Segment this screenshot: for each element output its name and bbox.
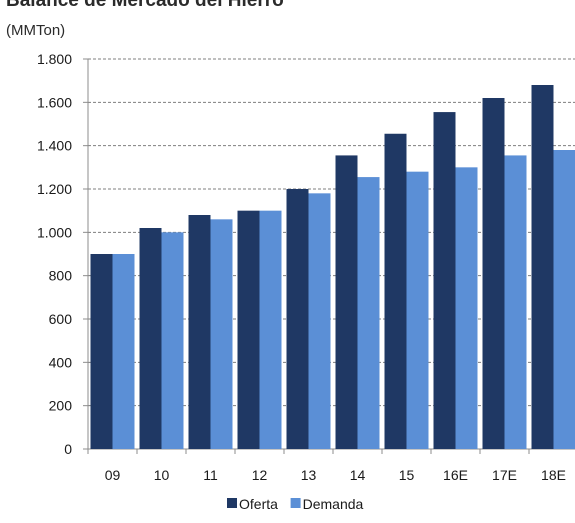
y-tick-label: 1.200: [37, 181, 72, 197]
bar-demanda: [455, 167, 478, 450]
bar-oferta: [384, 133, 407, 449]
bar-demanda: [553, 150, 575, 449]
bar-oferta: [286, 189, 309, 449]
y-tick-label: 0: [64, 441, 72, 457]
bar-oferta: [335, 155, 358, 449]
bar-demanda: [112, 254, 135, 449]
x-tick-label: 13: [301, 467, 317, 483]
x-tick-label: 17E: [492, 467, 517, 483]
bar-demanda: [504, 155, 527, 449]
bar-demanda: [259, 210, 282, 449]
x-tick-label: 11: [203, 467, 218, 483]
y-tick-label: 400: [49, 354, 73, 370]
bar-oferta: [188, 215, 211, 449]
bar-oferta: [482, 98, 505, 449]
bar-demanda: [357, 177, 380, 450]
y-tick-label: 1.400: [37, 138, 72, 154]
y-tick-label: 1.000: [37, 224, 72, 240]
x-tick-label: 14: [350, 467, 366, 483]
chart-subtitle: (MMTon): [6, 22, 66, 39]
bar-oferta: [139, 228, 162, 449]
bar-oferta: [433, 112, 456, 449]
chart-title: Balance de Mercado del Hierro: [6, 0, 284, 11]
legend-swatch-demanda: [290, 498, 301, 508]
y-tick-label: 800: [49, 268, 73, 284]
bar-demanda: [210, 219, 233, 449]
y-tick-label: 1.600: [37, 94, 72, 110]
bar-oferta: [531, 85, 554, 449]
legend-label-demanda: Demanda: [303, 496, 364, 512]
legend-label-oferta: Oferta: [239, 496, 278, 512]
x-tick-label: 18E: [541, 467, 566, 483]
x-tick-label: 12: [252, 467, 268, 483]
y-tick-label: 600: [49, 311, 73, 327]
bar-oferta: [90, 254, 113, 449]
y-tick-label: 1.800: [37, 51, 72, 67]
bar-demanda: [308, 193, 331, 449]
x-tick-label: 10: [154, 467, 170, 483]
bar-demanda: [406, 171, 429, 449]
legend-swatch-oferta: [227, 498, 237, 508]
x-tick-label: 09: [105, 467, 121, 483]
y-tick-label: 200: [49, 398, 73, 414]
bar-oferta: [237, 210, 260, 449]
x-tick-label: 16E: [443, 467, 468, 483]
x-tick-label: 15: [399, 467, 415, 483]
bar-demanda: [161, 232, 184, 449]
